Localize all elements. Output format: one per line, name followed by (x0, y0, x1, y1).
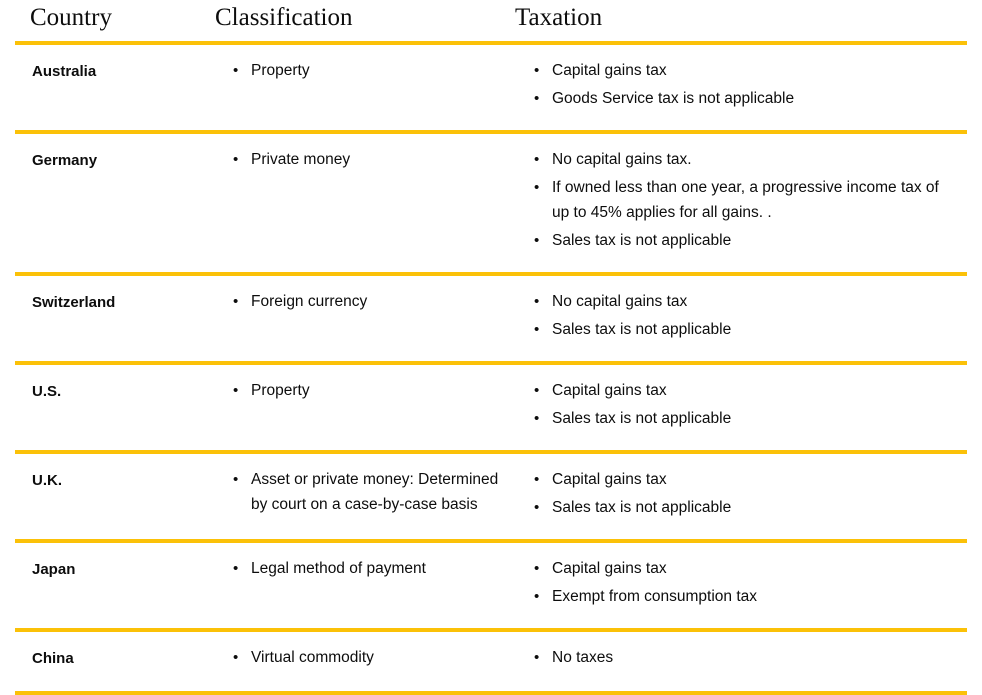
column-header-classification: Classification (215, 0, 515, 45)
list-item: Property (233, 58, 515, 83)
classification-list: Property (233, 58, 515, 83)
table-row: Switzerland Foreign currency No capital ga… (15, 273, 967, 365)
list-item: Sales tax is not applicable (534, 228, 967, 253)
header-row: Country Classification Taxation (15, 0, 967, 45)
classification-cell: Virtual commodity (215, 629, 515, 695)
classification-list: Virtual commodity (233, 645, 515, 670)
list-item: Capital gains tax (534, 58, 967, 83)
taxation-cell: Capital gains tax Exempt from consumption… (515, 540, 967, 632)
list-item: Sales tax is not applicable (534, 495, 967, 520)
list-item: Capital gains tax (534, 556, 967, 581)
table-header: Country Classification Taxation (15, 0, 967, 45)
classification-cell: Legal method of payment (215, 540, 515, 632)
taxation-list: Capital gains tax Goods Service tax is no… (534, 58, 967, 111)
list-item: Goods Service tax is not applicable (534, 86, 967, 111)
list-item: Sales tax is not applicable (534, 317, 967, 342)
classification-cell: Asset or private money: Determined by co… (215, 451, 515, 543)
table-row: Australia Property Capital gains tax Goods … (15, 42, 967, 134)
country-cell: Japan (15, 540, 215, 632)
taxation-cell: No capital gains tax. If owned less than … (515, 131, 967, 276)
column-header-taxation: Taxation (515, 0, 967, 45)
list-item: Property (233, 378, 515, 403)
table-row: China Virtual commodity No taxes (15, 629, 967, 695)
taxation-list: Capital gains tax Exempt from consumption… (534, 556, 967, 609)
classification-list: Property (233, 378, 515, 403)
taxation-cell: No taxes (515, 629, 967, 695)
classification-cell: Private money (215, 131, 515, 276)
list-item: Asset or private money: Determined by co… (233, 467, 515, 517)
classification-list: Asset or private money: Determined by co… (233, 467, 515, 517)
country-taxation-table: Country Classification Taxation Australi… (15, 0, 967, 695)
taxation-list: Capital gains tax Sales tax is not applic… (534, 378, 967, 431)
list-item: No taxes (534, 645, 967, 670)
list-item: Capital gains tax (534, 378, 967, 403)
country-cell: Australia (15, 42, 215, 134)
classification-list: Legal method of payment (233, 556, 515, 581)
list-item: Virtual commodity (233, 645, 515, 670)
taxation-list: No capital gains tax. If owned less than … (534, 147, 967, 253)
country-cell: China (15, 629, 215, 695)
list-item: Sales tax is not applicable (534, 406, 967, 431)
list-item: No capital gains tax (534, 289, 967, 314)
column-header-country: Country (15, 0, 215, 45)
taxation-list: No taxes (534, 645, 967, 670)
country-cell: Switzerland (15, 273, 215, 365)
list-item: No capital gains tax. (534, 147, 967, 172)
taxation-list: Capital gains tax Sales tax is not applic… (534, 467, 967, 520)
classification-list: Foreign currency (233, 289, 515, 314)
classification-cell: Property (215, 362, 515, 454)
list-item: Private money (233, 147, 515, 172)
taxation-list: No capital gains tax Sales tax is not app… (534, 289, 967, 342)
taxation-cell: No capital gains tax Sales tax is not app… (515, 273, 967, 365)
taxation-cell: Capital gains tax Goods Service tax is no… (515, 42, 967, 134)
table-row: U.S. Property Capital gains tax Sales tax i… (15, 362, 967, 454)
list-item: Foreign currency (233, 289, 515, 314)
table-row: Japan Legal method of payment Capital gain… (15, 540, 967, 632)
country-cell: Germany (15, 131, 215, 276)
country-cell: U.K. (15, 451, 215, 543)
list-item: Legal method of payment (233, 556, 515, 581)
list-item: If owned less than one year, a progressi… (534, 175, 967, 225)
table-row: Germany Private money No capital gains tax… (15, 131, 967, 276)
classification-cell: Property (215, 42, 515, 134)
list-item: Capital gains tax (534, 467, 967, 492)
classification-list: Private money (233, 147, 515, 172)
table-body: Australia Property Capital gains tax Goods … (15, 42, 967, 695)
table-row: U.K. Asset or private money: Determined b… (15, 451, 967, 543)
taxation-cell: Capital gains tax Sales tax is not applic… (515, 451, 967, 543)
list-item: Exempt from consumption tax (534, 584, 967, 609)
table-container: Country Classification Taxation Australi… (0, 0, 982, 607)
taxation-cell: Capital gains tax Sales tax is not applic… (515, 362, 967, 454)
country-cell: U.S. (15, 362, 215, 454)
classification-cell: Foreign currency (215, 273, 515, 365)
